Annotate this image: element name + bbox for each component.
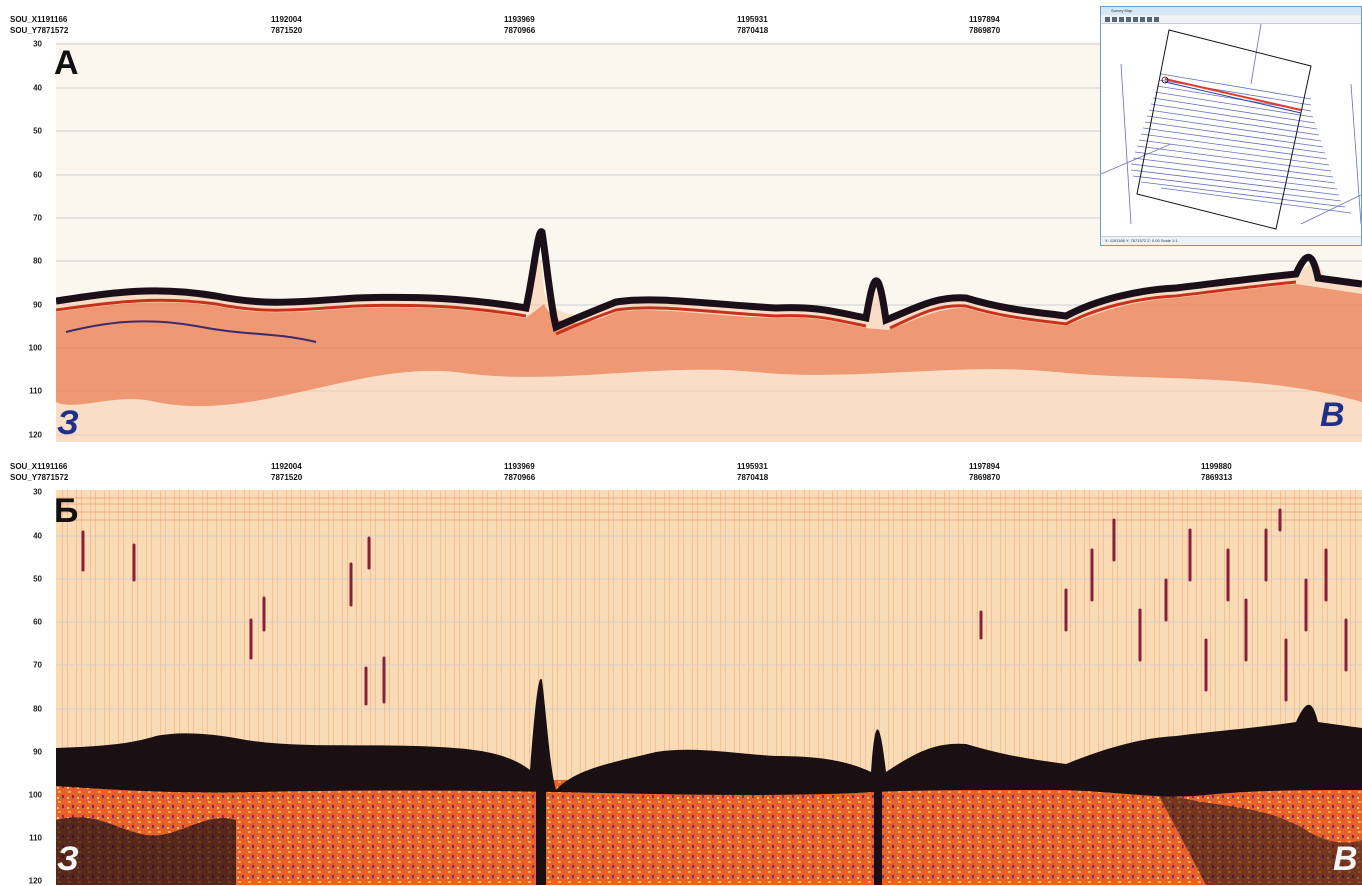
east-label: В: [1333, 840, 1358, 878]
coordinate-header-b: SOU_X1191166 1192004 1193969 1195931 119…: [0, 462, 1362, 484]
y-coord: 7869870: [969, 473, 1001, 482]
depth-axis: 30 40 50 60 70 80 90 100 110 120: [0, 39, 56, 442]
x-origin-label: SOU_X1191166: [10, 15, 68, 24]
depth-tick: 80: [33, 704, 42, 714]
y-coord: 7869313: [1201, 473, 1233, 482]
x-coord: 1192004: [271, 462, 302, 471]
depth-tick: 100: [28, 343, 42, 353]
y-coord: 7870966: [504, 473, 536, 482]
depth-tick: 60: [33, 617, 42, 627]
x-coord: 1193969: [504, 15, 535, 24]
pan-icon[interactable]: [1119, 16, 1124, 22]
depth-axis: 30 40 50 60 70 80 90 100 110 120: [0, 487, 56, 886]
depth-tick: 50: [33, 574, 42, 584]
select-icon[interactable]: [1126, 16, 1131, 22]
west-label: З: [57, 840, 79, 878]
save-icon[interactable]: [1154, 16, 1159, 22]
depth-tick: 70: [33, 213, 42, 223]
x-coord: 1195931: [737, 462, 768, 471]
depth-tick: 90: [33, 747, 42, 757]
depth-tick: 110: [29, 386, 42, 396]
echogram-svg-b: [56, 490, 1362, 885]
x-coord: 1197894: [969, 15, 1000, 24]
y-coord: 7871520: [271, 26, 303, 35]
print-icon[interactable]: [1147, 16, 1152, 22]
coordinate-header-a: SOU_X1191166 1192004 1193969 1195931 119…: [0, 15, 1362, 37]
y-origin-label: SOU_Y7871572: [10, 26, 69, 35]
y-coord: 7871520: [271, 473, 303, 482]
depth-tick: 40: [33, 83, 42, 93]
y-origin-label: SOU_Y7871572: [10, 473, 69, 482]
depth-tick: 110: [29, 833, 42, 843]
y-coord: 7869870: [969, 26, 1001, 35]
inset-toolbar: [1101, 15, 1361, 24]
panel-letter: А: [54, 44, 79, 82]
inset-map-window[interactable]: Survey Map X: 1191166 Y: 7871572 Z: 0.00…: [1100, 6, 1362, 246]
x-origin-label: SOU_X1191166: [10, 462, 68, 471]
depth-tick: 30: [33, 487, 42, 497]
zoom-out-icon[interactable]: [1112, 16, 1117, 22]
echogram-panel-b: 30 40 50 60 70 80 90 100 110 120: [0, 487, 1362, 886]
depth-tick: 30: [33, 39, 42, 49]
depth-tick: 100: [28, 790, 42, 800]
echogram-image-b: [56, 490, 1362, 885]
x-coord: 1197894: [969, 462, 1000, 471]
x-coord: 1195931: [737, 15, 768, 24]
depth-tick: 40: [33, 531, 42, 541]
layers-icon[interactable]: [1140, 16, 1145, 22]
inset-title-bar: Survey Map: [1101, 7, 1361, 15]
depth-tick: 70: [33, 660, 42, 670]
panel-letter: Б: [54, 492, 79, 530]
depth-tick: 120: [28, 876, 42, 886]
x-coord: 1192004: [271, 15, 302, 24]
x-coord: 1193969: [504, 462, 535, 471]
inset-status-bar: X: 1191166 Y: 7871572 Z: 0.00 Scale 1:1: [1101, 236, 1361, 245]
west-label: З: [57, 404, 79, 442]
east-label: В: [1320, 396, 1345, 434]
x-coord: 1199880: [1201, 462, 1232, 471]
depth-tick: 80: [33, 256, 42, 266]
y-coord: 7870418: [737, 473, 769, 482]
inset-title: Survey Map: [1111, 8, 1133, 13]
depth-tick: 120: [28, 430, 42, 440]
measure-icon[interactable]: [1133, 16, 1138, 22]
survey-track-map[interactable]: [1101, 24, 1362, 240]
depth-tick: 60: [33, 170, 42, 180]
depth-tick: 90: [33, 300, 42, 310]
zoom-in-icon[interactable]: [1105, 16, 1110, 22]
depth-tick: 50: [33, 126, 42, 136]
y-coord: 7870966: [504, 26, 536, 35]
y-coord: 7870418: [737, 26, 769, 35]
